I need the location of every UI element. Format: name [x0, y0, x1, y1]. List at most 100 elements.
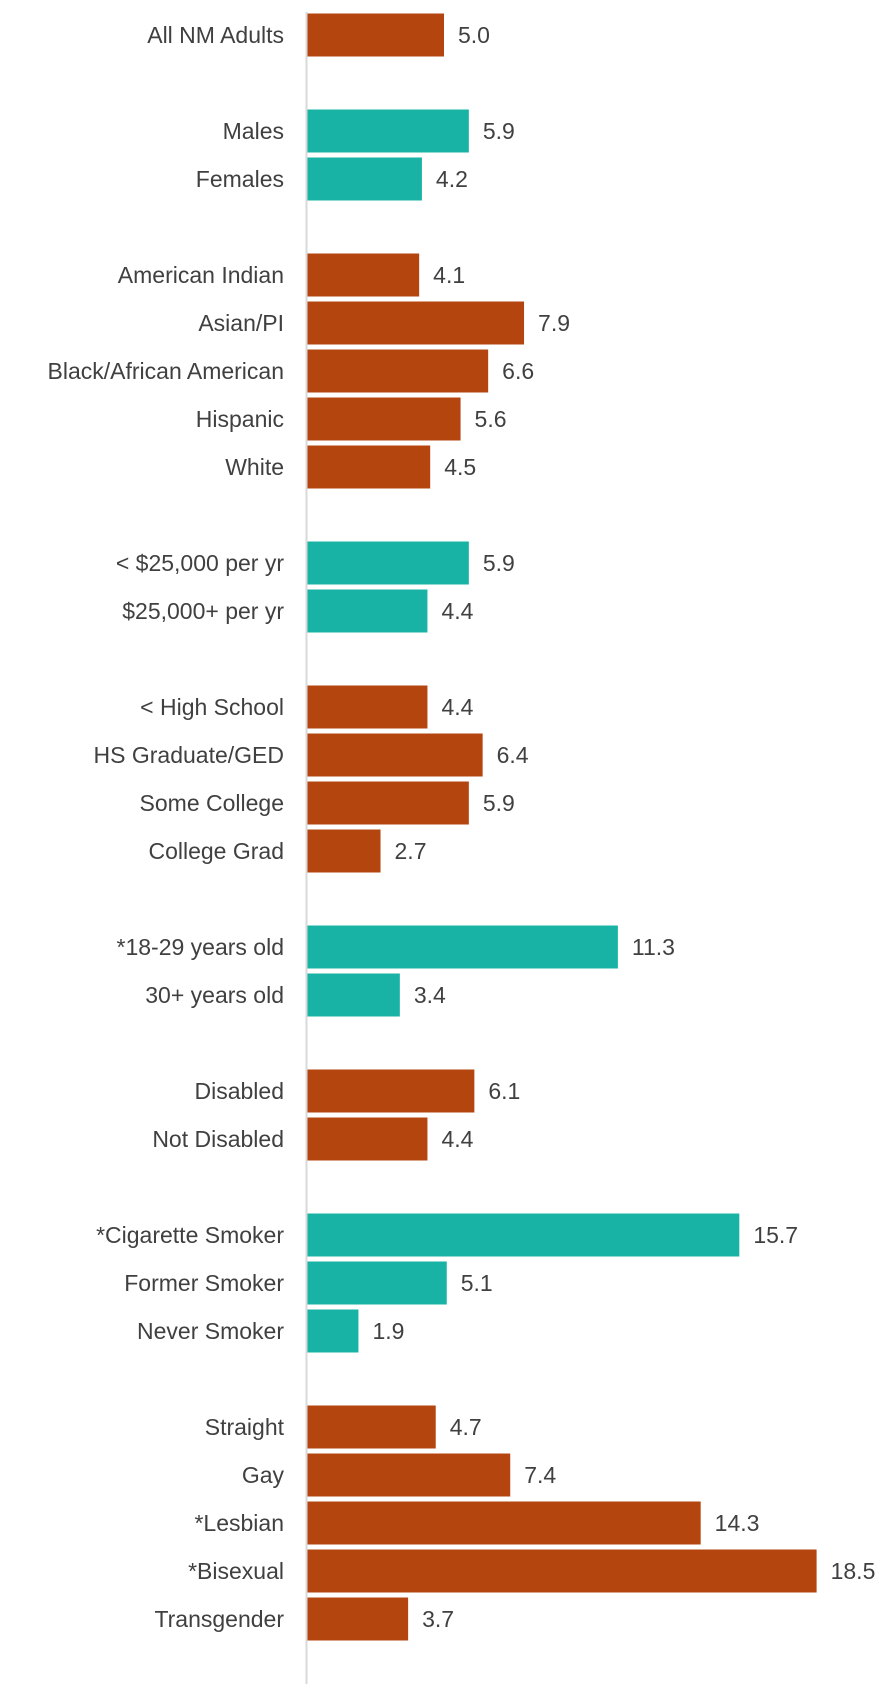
bar-males	[306, 109, 469, 153]
value-label-american-indian: 4.1	[433, 262, 465, 288]
bar-25-000-per-yr	[306, 589, 428, 633]
value-label-18-29-years-old: 11.3	[632, 934, 675, 960]
value-label-30-years-old: 3.4	[414, 982, 446, 1008]
bar-row-never-smoker: Never Smoker 1.9	[137, 1309, 404, 1353]
value-label-all-nm-adults: 5.0	[458, 22, 490, 48]
category-label-asian-pi: Asian/PI	[198, 310, 284, 336]
category-label-males: Males	[223, 118, 284, 144]
value-label-females: 4.2	[436, 166, 468, 192]
bar-straight	[306, 1405, 436, 1449]
category-label-25-000-per-yr: $25,000+ per yr	[122, 598, 284, 624]
bar-row-18-29-years-old: *18-29 years old 11.3	[117, 925, 675, 969]
category-label-american-indian: American Indian	[118, 262, 284, 288]
category-label-30-years-old: 30+ years old	[145, 982, 284, 1008]
bar-never-smoker	[306, 1309, 359, 1353]
value-label-not-disabled: 4.4	[441, 1126, 473, 1152]
bar-hs-graduate-ged	[306, 733, 483, 777]
value-label-black-african-american: 6.6	[502, 358, 534, 384]
bar-row-college-grad: College Grad 2.7	[148, 829, 427, 873]
category-label-straight: Straight	[205, 1414, 285, 1440]
value-label-hs-graduate-ged: 6.4	[497, 742, 529, 768]
value-label-25-000-per-yr: 4.4	[441, 598, 473, 624]
value-label-straight: 4.7	[450, 1414, 482, 1440]
category-label-bisexual: *Bisexual	[188, 1558, 284, 1584]
bar-females	[306, 157, 422, 201]
value-label-some-college: 5.9	[483, 790, 515, 816]
bar-row-lesbian: *Lesbian 14.3	[194, 1501, 760, 1545]
bar-row-30-years-old: 30+ years old 3.4	[145, 973, 446, 1017]
category-label-25-000-per-yr: < $25,000 per yr	[116, 550, 284, 576]
value-label-gay: 7.4	[524, 1462, 556, 1488]
bar-row-high-school: < High School 4.4	[140, 685, 474, 729]
bar-row-all-nm-adults: All NM Adults 5.0	[147, 13, 490, 57]
value-label-asian-pi: 7.9	[538, 310, 570, 336]
bar-25-000-per-yr	[306, 541, 469, 585]
bar-bisexual	[306, 1549, 817, 1593]
category-label-all-nm-adults: All NM Adults	[147, 22, 284, 48]
bar-college-grad	[306, 829, 381, 873]
category-label-hispanic: Hispanic	[196, 406, 284, 432]
category-label-disabled: Disabled	[195, 1078, 285, 1104]
bars-layer: All NM Adults 5.0 Males 5.9 Females 4.2 Americ…	[48, 13, 876, 1641]
bar-row-hispanic: Hispanic 5.6	[196, 397, 507, 441]
category-label-gay: Gay	[242, 1462, 285, 1488]
category-label-some-college: Some College	[140, 790, 284, 816]
value-label-bisexual: 18.5	[831, 1558, 876, 1584]
bar-all-nm-adults	[306, 13, 444, 57]
bar-hispanic	[306, 397, 461, 441]
bar-row-25-000-per-yr: < $25,000 per yr 5.9	[116, 541, 515, 585]
category-label-former-smoker: Former Smoker	[124, 1270, 284, 1296]
value-label-hispanic: 5.6	[475, 406, 507, 432]
value-label-lesbian: 14.3	[715, 1510, 760, 1536]
value-label-never-smoker: 1.9	[372, 1318, 404, 1344]
value-label-disabled: 6.1	[488, 1078, 520, 1104]
bar-row-25-000-per-yr: $25,000+ per yr 4.4	[122, 589, 474, 633]
bar-transgender	[306, 1597, 409, 1641]
bar-18-29-years-old	[306, 925, 618, 969]
value-label-25-000-per-yr: 5.9	[483, 550, 515, 576]
bar-row-hs-graduate-ged: HS Graduate/GED 6.4	[94, 733, 529, 777]
bar-asian-pi	[306, 301, 525, 345]
bar-row-straight: Straight 4.7	[205, 1405, 482, 1449]
category-label-females: Females	[196, 166, 284, 192]
bar-lesbian	[306, 1501, 701, 1545]
category-label-lesbian: *Lesbian	[194, 1510, 284, 1536]
value-label-cigarette-smoker: 15.7	[753, 1222, 798, 1248]
value-label-high-school: 4.4	[441, 694, 473, 720]
category-label-not-disabled: Not Disabled	[152, 1126, 284, 1152]
category-label-white: White	[225, 454, 284, 480]
bar-not-disabled	[306, 1117, 428, 1161]
bar-former-smoker	[306, 1261, 447, 1305]
bar-row-former-smoker: Former Smoker 5.1	[124, 1261, 493, 1305]
value-label-college-grad: 2.7	[395, 838, 427, 864]
value-label-former-smoker: 5.1	[461, 1270, 493, 1296]
category-label-hs-graduate-ged: HS Graduate/GED	[94, 742, 284, 768]
bar-gay	[306, 1453, 511, 1497]
value-label-transgender: 3.7	[422, 1606, 454, 1632]
bar-cigarette-smoker	[306, 1213, 740, 1257]
category-label-black-african-american: Black/African American	[48, 358, 284, 384]
category-label-never-smoker: Never Smoker	[137, 1318, 284, 1344]
bar-american-indian	[306, 253, 420, 297]
bar-row-cigarette-smoker: *Cigarette Smoker 15.7	[96, 1213, 798, 1257]
value-label-white: 4.5	[444, 454, 476, 480]
bar-row-some-college: Some College 5.9	[140, 781, 515, 825]
bar-row-asian-pi: Asian/PI 7.9	[198, 301, 570, 345]
bar-black-african-american	[306, 349, 489, 393]
bar-high-school	[306, 685, 428, 729]
bar-row-black-african-american: Black/African American 6.6	[48, 349, 534, 393]
category-label-18-29-years-old: *18-29 years old	[117, 934, 285, 960]
bar-row-females: Females 4.2	[196, 157, 468, 201]
bar-row-not-disabled: Not Disabled 4.4	[152, 1117, 474, 1161]
bar-row-males: Males 5.9	[223, 109, 515, 153]
bar-row-white: White 4.5	[225, 445, 476, 489]
value-label-males: 5.9	[483, 118, 515, 144]
bar-30-years-old	[306, 973, 400, 1017]
bar-disabled	[306, 1069, 475, 1113]
bar-white	[306, 445, 431, 489]
category-label-cigarette-smoker: *Cigarette Smoker	[96, 1222, 284, 1248]
bar-row-disabled: Disabled 6.1	[195, 1069, 520, 1113]
category-label-college-grad: College Grad	[148, 838, 284, 864]
category-label-high-school: < High School	[140, 694, 284, 720]
